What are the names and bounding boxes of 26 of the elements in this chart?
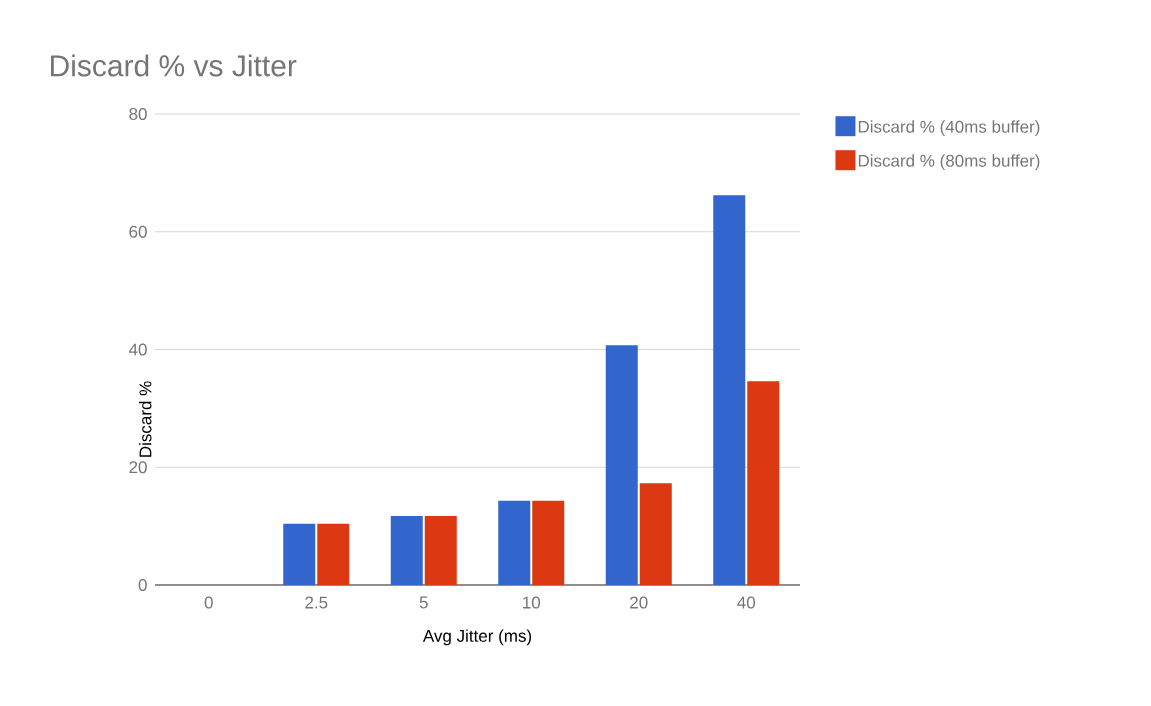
y-tick-label: 80 — [129, 107, 147, 121]
bar — [283, 523, 316, 585]
x-tick-label: 10 — [523, 596, 541, 609]
legend-label: Discard % (40ms buffer) — [858, 120, 1040, 137]
bar — [532, 500, 565, 585]
bar — [498, 500, 531, 585]
x-tick-label: 0 — [204, 596, 213, 609]
bar — [317, 523, 350, 585]
y-tick-label: 20 — [129, 461, 147, 474]
bar — [605, 345, 638, 585]
y-tick-label: 0 — [138, 578, 147, 592]
bar — [747, 381, 780, 585]
x-tick-label: 20 — [630, 596, 648, 609]
y-axis-title: Discard % — [139, 381, 152, 457]
x-tick-label: 2.5 — [305, 596, 328, 609]
y-tick-label: 60 — [129, 225, 147, 238]
x-tick-label: 5 — [419, 596, 428, 609]
bar — [639, 483, 672, 585]
bar — [424, 516, 457, 585]
x-axis-title: Avg Jitter (ms) — [422, 629, 532, 646]
legend-label: Discard % (80ms buffer) — [858, 154, 1040, 171]
bar — [390, 516, 423, 585]
bar — [713, 195, 746, 585]
y-tick-label: 40 — [128, 343, 147, 356]
chart-title: Discard % vs Jitter — [51, 54, 297, 77]
x-tick-label: 40 — [737, 596, 756, 609]
